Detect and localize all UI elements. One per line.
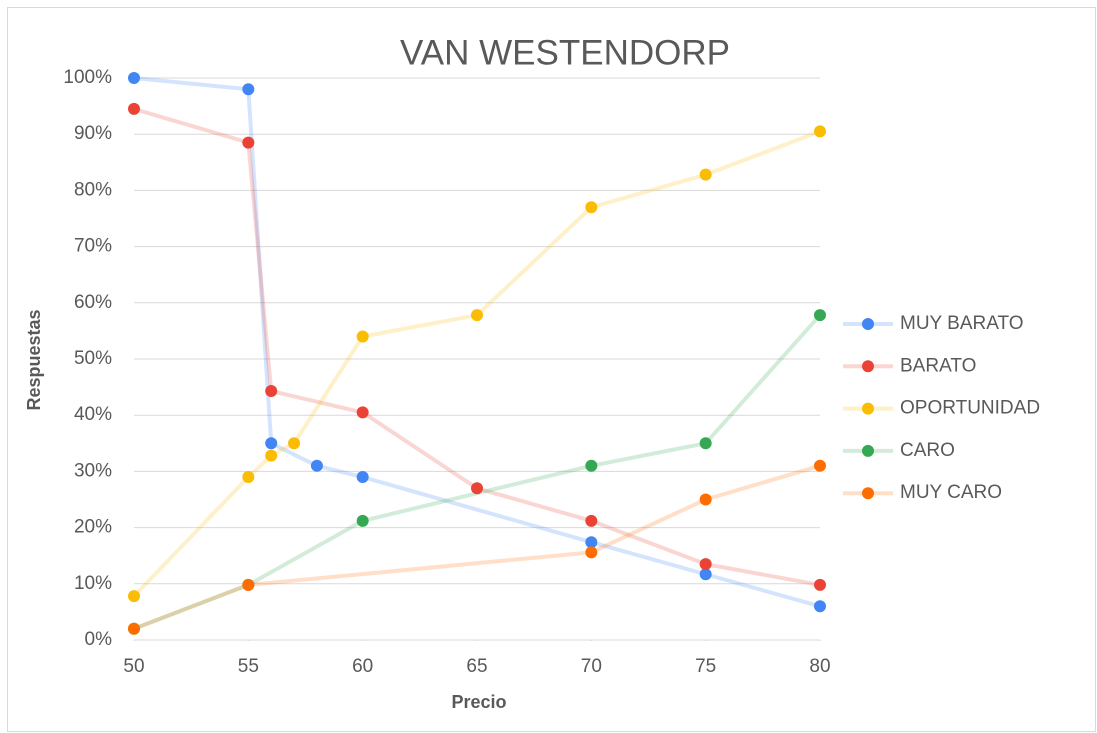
data-point [242,578,255,591]
y-axis-label: Respuestas [24,309,44,410]
data-point [585,201,598,214]
chart-title: VAN WESTENDORP [400,33,730,72]
y-tick-label: 40% [74,404,112,425]
chart-frame [7,7,1096,732]
data-point [699,568,712,581]
legend-marker [862,318,874,330]
data-point [699,558,712,571]
data-point [585,546,598,559]
data-point [288,437,301,450]
legend-marker [862,360,874,373]
legend-label: MUY BARATO [900,313,1024,334]
data-point [356,330,369,343]
x-tick-label: 65 [466,656,487,677]
data-point [128,622,140,635]
data-point [585,536,598,549]
data-point [471,482,483,495]
legend-label: OPORTUNIDAD [900,398,1040,419]
data-point [242,136,255,149]
x-tick-label: 50 [123,656,144,677]
y-tick-label: 80% [74,179,112,200]
data-point [585,514,598,527]
data-point [242,471,255,484]
y-tick-label: 50% [74,348,112,369]
data-point [699,168,712,181]
y-tick-label: 30% [74,460,112,481]
y-tick-label: 20% [74,517,112,538]
data-point [814,600,826,613]
data-point [128,72,140,84]
data-point [814,309,826,322]
series-line [133,106,821,587]
data-point [356,514,369,527]
legend-marker [862,487,874,500]
y-tick-label: 10% [74,573,112,594]
data-point [265,437,278,450]
data-point [265,385,278,398]
y-tick-label: 60% [74,292,112,313]
x-tick-label: 75 [695,656,716,677]
series-line [133,76,821,609]
data-point [814,459,826,472]
legend-label: CARO [900,440,955,461]
x-tick-label: 70 [581,656,602,677]
data-point [814,578,826,591]
legend-label: MUY CARO [900,482,1002,503]
data-point [128,102,140,115]
data-point [699,493,712,506]
data-point [356,406,369,419]
y-tick-label: 90% [74,123,112,144]
data-point [128,590,140,603]
y-tick-label: 0% [85,629,113,650]
x-tick-label: 60 [352,656,373,677]
legend-label: BARATO [900,355,976,376]
legend-marker [862,444,874,457]
x-axis-label: Precio [451,692,506,712]
x-tick-label: 80 [809,656,830,677]
data-point [356,471,369,484]
data-point [265,449,278,462]
data-point [814,125,826,138]
y-tick-label: 70% [74,236,112,257]
y-tick-label: 100% [63,67,112,88]
x-tick-label: 55 [238,656,259,677]
legend-marker [862,402,874,415]
data-point [699,437,712,450]
data-point [310,459,323,472]
data-point [585,459,598,472]
data-point [471,309,483,322]
data-point [242,83,255,96]
